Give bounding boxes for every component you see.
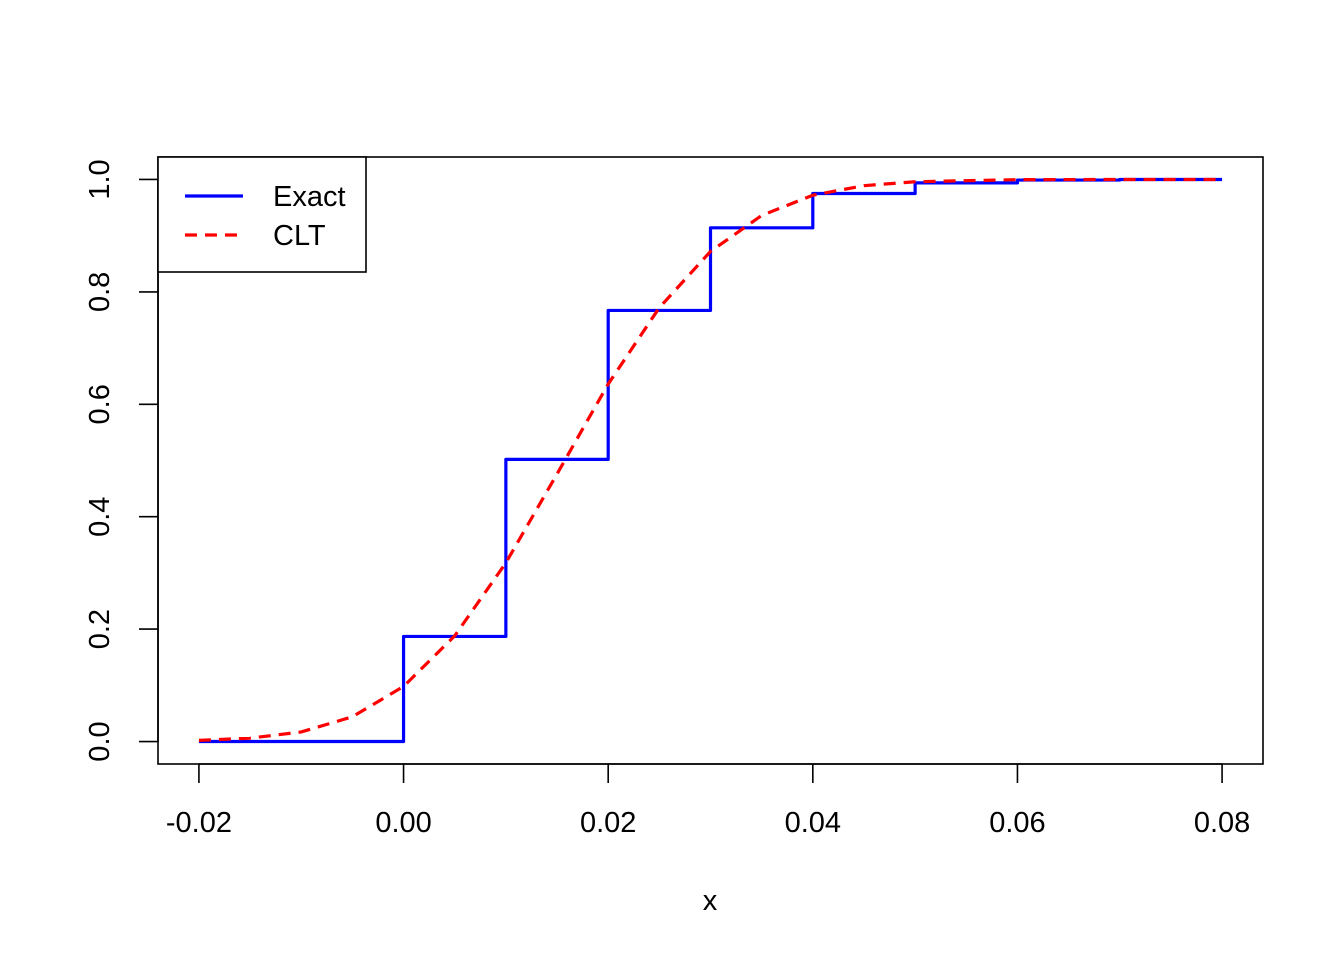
legend: Exact CLT (157, 156, 367, 273)
data-layer (198, 177, 1223, 744)
y-tick-label: 1.0 (84, 159, 116, 199)
x-tick-label: 0.02 (580, 807, 636, 839)
y-tick-label: 0.0 (84, 721, 116, 761)
y-tick-label: 0.6 (84, 384, 116, 424)
legend-box (157, 156, 367, 273)
x-tick-label: 0.00 (375, 807, 431, 839)
x-tick-label: -0.02 (166, 807, 232, 839)
x-tick-label: 0.04 (785, 807, 841, 839)
y-tick-label: 0.4 (84, 497, 116, 537)
series-line-clt (198, 177, 1223, 742)
x-tick-label: 0.08 (1194, 807, 1250, 839)
x-tick-label: 0.06 (989, 807, 1045, 839)
legend-label-exact: Exact (273, 181, 346, 213)
y-tick-label: 0.8 (84, 272, 116, 312)
y-axis: 0.0 0.2 0.4 0.6 0.8 1.0 (84, 159, 159, 762)
x-axis: -0.02 0.00 0.02 0.04 0.06 0.08 (166, 763, 1250, 839)
x-axis-label: x (703, 885, 718, 917)
legend-label-clt: CLT (273, 220, 326, 252)
y-tick-label: 0.2 (84, 609, 116, 649)
